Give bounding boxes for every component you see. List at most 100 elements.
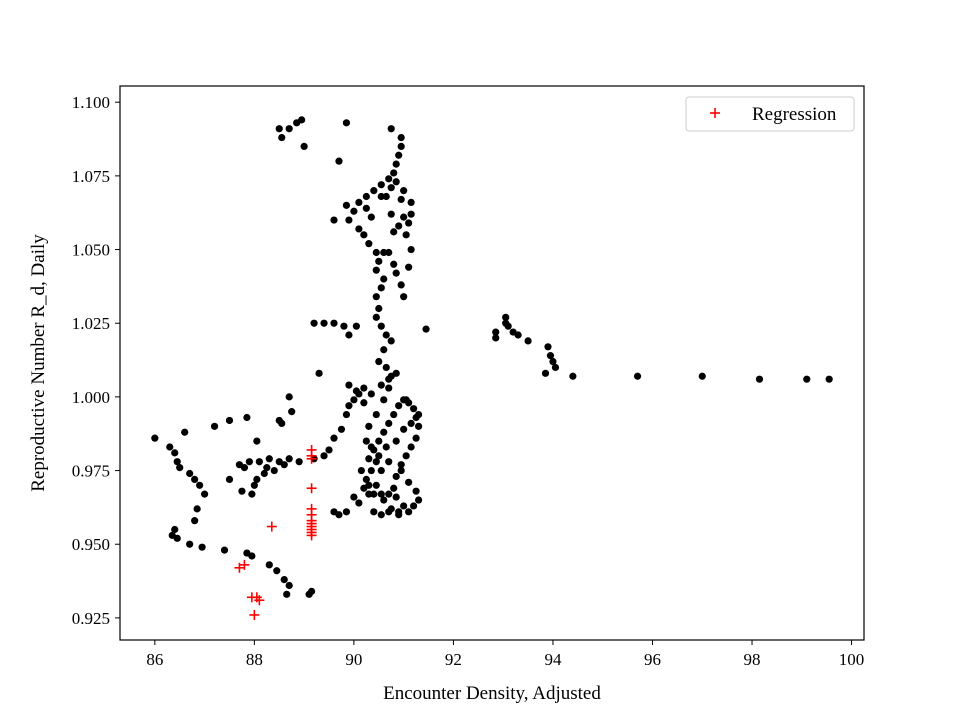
data-point	[377, 466, 385, 475]
legend-marker-plus	[710, 108, 720, 118]
data-point	[320, 319, 328, 327]
data-point	[181, 428, 189, 436]
data-point	[335, 511, 343, 519]
data-point	[400, 293, 408, 301]
data-point	[407, 210, 415, 218]
data-point	[370, 490, 378, 498]
legend-box	[685, 96, 855, 132]
data-point	[285, 455, 293, 463]
data-point	[397, 133, 405, 142]
data-point	[186, 469, 194, 478]
data-point	[385, 490, 393, 498]
data-point	[345, 331, 353, 339]
data-point	[298, 116, 306, 124]
data-point	[350, 493, 358, 501]
data-point	[278, 133, 286, 142]
data-point	[541, 369, 550, 377]
data-point	[397, 461, 405, 469]
data-point	[342, 201, 351, 209]
data-point	[375, 357, 383, 366]
data-point	[365, 455, 373, 463]
data-point	[377, 490, 385, 498]
data-point	[325, 446, 333, 454]
data-point	[385, 175, 393, 183]
data-point	[320, 452, 328, 460]
data-point	[405, 478, 413, 486]
data-point	[225, 416, 234, 425]
data-point	[340, 322, 348, 330]
y-tick-label: 1.100	[72, 93, 110, 112]
data-point	[395, 222, 403, 230]
regression-point	[306, 453, 317, 464]
data-point	[265, 455, 273, 463]
data-point	[355, 499, 363, 507]
data-point	[410, 405, 418, 413]
x-tick-label: 94	[544, 650, 562, 669]
data-point	[544, 343, 552, 351]
data-point	[372, 266, 380, 274]
data-point	[352, 322, 360, 330]
x-tick-label: 90	[345, 650, 362, 669]
data-point	[375, 304, 383, 313]
data-point	[422, 325, 430, 333]
x-tick-label: 96	[644, 650, 661, 669]
data-point	[315, 369, 323, 377]
data-point	[407, 419, 415, 428]
data-point	[220, 546, 229, 554]
data-point	[191, 475, 199, 483]
data-point	[278, 419, 286, 428]
data-point	[375, 452, 383, 460]
data-point	[385, 375, 393, 383]
data-point	[245, 458, 253, 466]
data-point	[377, 322, 385, 330]
data-point	[397, 142, 405, 151]
data-point	[405, 263, 413, 271]
data-point	[551, 363, 560, 372]
data-point	[392, 160, 400, 168]
data-point	[285, 125, 293, 133]
data-point	[390, 169, 398, 177]
data-point	[365, 481, 373, 489]
regression-point	[306, 483, 317, 494]
data-point	[412, 434, 420, 442]
data-point	[280, 461, 288, 469]
data-point	[275, 125, 283, 133]
data-point	[390, 410, 398, 419]
data-point	[191, 517, 199, 525]
data-point	[549, 357, 557, 366]
data-point	[397, 195, 405, 204]
data-point	[295, 458, 303, 466]
regression-point	[306, 530, 317, 541]
regression-point	[266, 521, 277, 532]
data-point	[377, 181, 385, 189]
data-point	[345, 402, 353, 410]
data-point	[377, 284, 385, 292]
data-point	[173, 534, 181, 542]
data-point	[201, 490, 209, 498]
data-point	[380, 496, 388, 504]
data-point	[370, 508, 378, 516]
data-point	[492, 328, 500, 336]
data-point	[397, 466, 405, 475]
data-point	[265, 561, 273, 569]
data-point	[255, 458, 263, 466]
data-point	[337, 425, 346, 433]
data-point	[803, 375, 811, 383]
data-point	[387, 337, 395, 345]
data-point	[360, 399, 368, 407]
data-point	[248, 490, 256, 498]
data-point	[392, 472, 400, 481]
data-point	[367, 466, 375, 475]
y-tick-label: 1.025	[72, 314, 110, 333]
data-point	[372, 293, 380, 301]
data-point	[377, 511, 385, 519]
data-point	[288, 408, 296, 416]
data-point	[546, 352, 555, 360]
x-tick-label: 86	[146, 650, 163, 669]
data-point	[385, 384, 393, 392]
data-point	[385, 458, 393, 466]
data-point	[514, 331, 522, 339]
data-point	[367, 213, 375, 221]
data-point	[400, 425, 408, 433]
